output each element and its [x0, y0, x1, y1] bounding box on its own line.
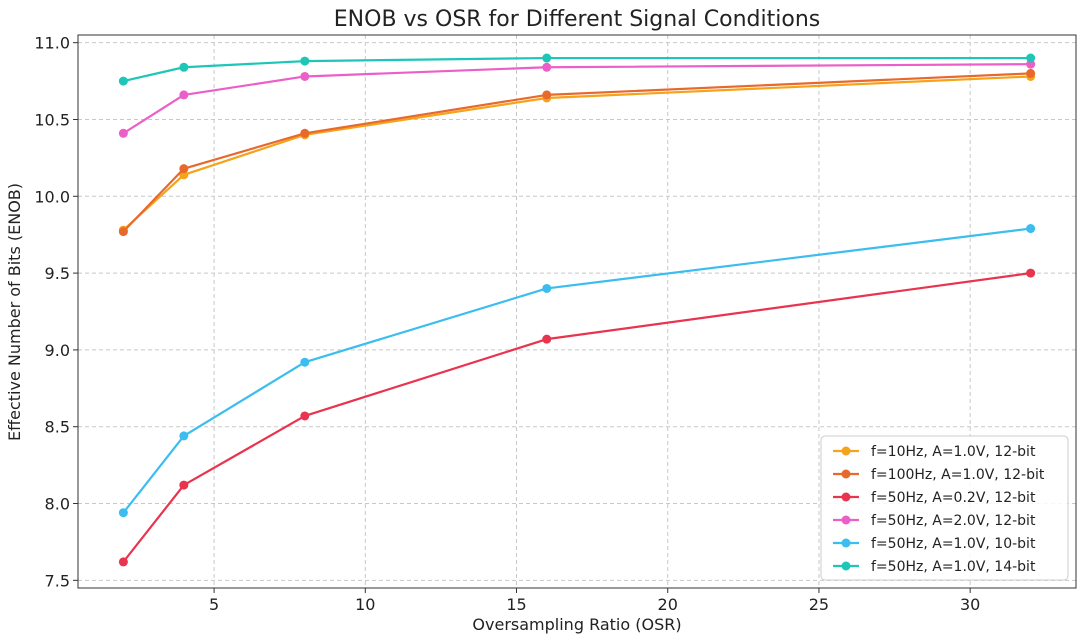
y-axis-label: Effective Number of Bits (ENOB) [5, 183, 24, 441]
legend-marker [841, 446, 851, 456]
data-point [179, 164, 189, 174]
y-tick-label: 8.5 [45, 418, 70, 437]
legend-label: f=50Hz, A=1.0V, 14-bit [871, 559, 1036, 575]
data-point [118, 557, 128, 567]
series-line [122, 75, 1031, 231]
data-point [118, 227, 128, 237]
data-point [542, 334, 552, 344]
y-axis-ticks: 7.5 8.0 8.5 9.0 9.5 10.0 10.5 11.0 [34, 34, 78, 590]
x-tick-label: 30 [960, 595, 980, 614]
y-tick-label: 9.0 [45, 341, 70, 360]
legend-box [820, 435, 1069, 581]
y-tick-label: 8.0 [45, 495, 70, 514]
data-point [542, 283, 552, 293]
data-point [300, 357, 310, 367]
data-point [300, 128, 310, 138]
legend-item: f=100Hz, A=1.0V, 12-bit [833, 467, 1045, 483]
data-point [1026, 53, 1036, 63]
data-point [300, 56, 310, 66]
data-point [118, 508, 128, 518]
data-point [542, 90, 552, 100]
legend-marker [841, 538, 851, 548]
plot-frame [77, 34, 1077, 589]
legend-label: f=50Hz, A=1.0V, 10-bit [871, 536, 1036, 552]
data-point [179, 90, 189, 100]
axes [77, 34, 1077, 589]
data-point [542, 53, 552, 63]
series-2 [118, 68, 1036, 237]
series-line [122, 63, 1031, 135]
legend-item: f=50Hz, A=1.0V, 14-bit [833, 559, 1036, 575]
legend-label: f=50Hz, A=2.0V, 12-bit [871, 513, 1036, 529]
chart-title: ENOB vs OSR for Different Signal Conditi… [334, 7, 820, 32]
data-point [179, 480, 189, 490]
x-tick-label: 25 [809, 595, 829, 614]
legend-label: f=100Hz, A=1.0V, 12-bit [871, 467, 1045, 483]
legend-marker [841, 561, 851, 571]
series-4 [118, 59, 1036, 138]
y-tick-label: 10.5 [34, 110, 70, 129]
series-3 [118, 268, 1036, 567]
x-tick-label: 10 [355, 595, 375, 614]
series [118, 53, 1036, 567]
legend-item: f=50Hz, A=1.0V, 10-bit [833, 536, 1036, 552]
legend-item: f=50Hz, A=2.0V, 12-bit [833, 513, 1036, 529]
x-axis-ticks: 5 10 15 20 25 30 [209, 588, 980, 614]
legend-label: f=50Hz, A=0.2V, 12-bit [871, 490, 1036, 506]
data-point [118, 128, 128, 138]
data-point [118, 76, 128, 86]
data-point [1026, 268, 1036, 278]
legend-marker [841, 515, 851, 525]
data-point [542, 62, 552, 72]
data-point [300, 71, 310, 81]
x-tick-label: 20 [658, 595, 678, 614]
series-1 [118, 71, 1036, 235]
data-point [300, 411, 310, 421]
data-point [1026, 68, 1036, 78]
legend-marker [841, 469, 851, 479]
data-point [179, 431, 189, 441]
series-6 [118, 53, 1036, 86]
x-tick-label: 15 [506, 595, 526, 614]
y-tick-label: 7.5 [45, 571, 70, 590]
data-point [1026, 224, 1036, 234]
data-point [179, 62, 189, 72]
legend-marker [841, 492, 851, 502]
grid [78, 35, 1076, 588]
y-tick-label: 11.0 [34, 34, 70, 53]
series-5 [118, 224, 1036, 518]
legend: f=10Hz, A=1.0V, 12-bit f=100Hz, A=1.0V, 1… [820, 435, 1069, 581]
y-tick-label: 9.5 [45, 264, 70, 283]
legend-label: f=10Hz, A=1.0V, 12-bit [871, 444, 1036, 460]
series-line [123, 56, 1031, 83]
x-tick-label: 5 [209, 595, 219, 614]
y-tick-label: 10.0 [34, 187, 70, 206]
x-axis-label: Oversampling Ratio (OSR) [472, 615, 681, 634]
legend-item: f=10Hz, A=1.0V, 12-bit [833, 444, 1036, 460]
legend-item: f=50Hz, A=0.2V, 12-bit [833, 490, 1036, 506]
